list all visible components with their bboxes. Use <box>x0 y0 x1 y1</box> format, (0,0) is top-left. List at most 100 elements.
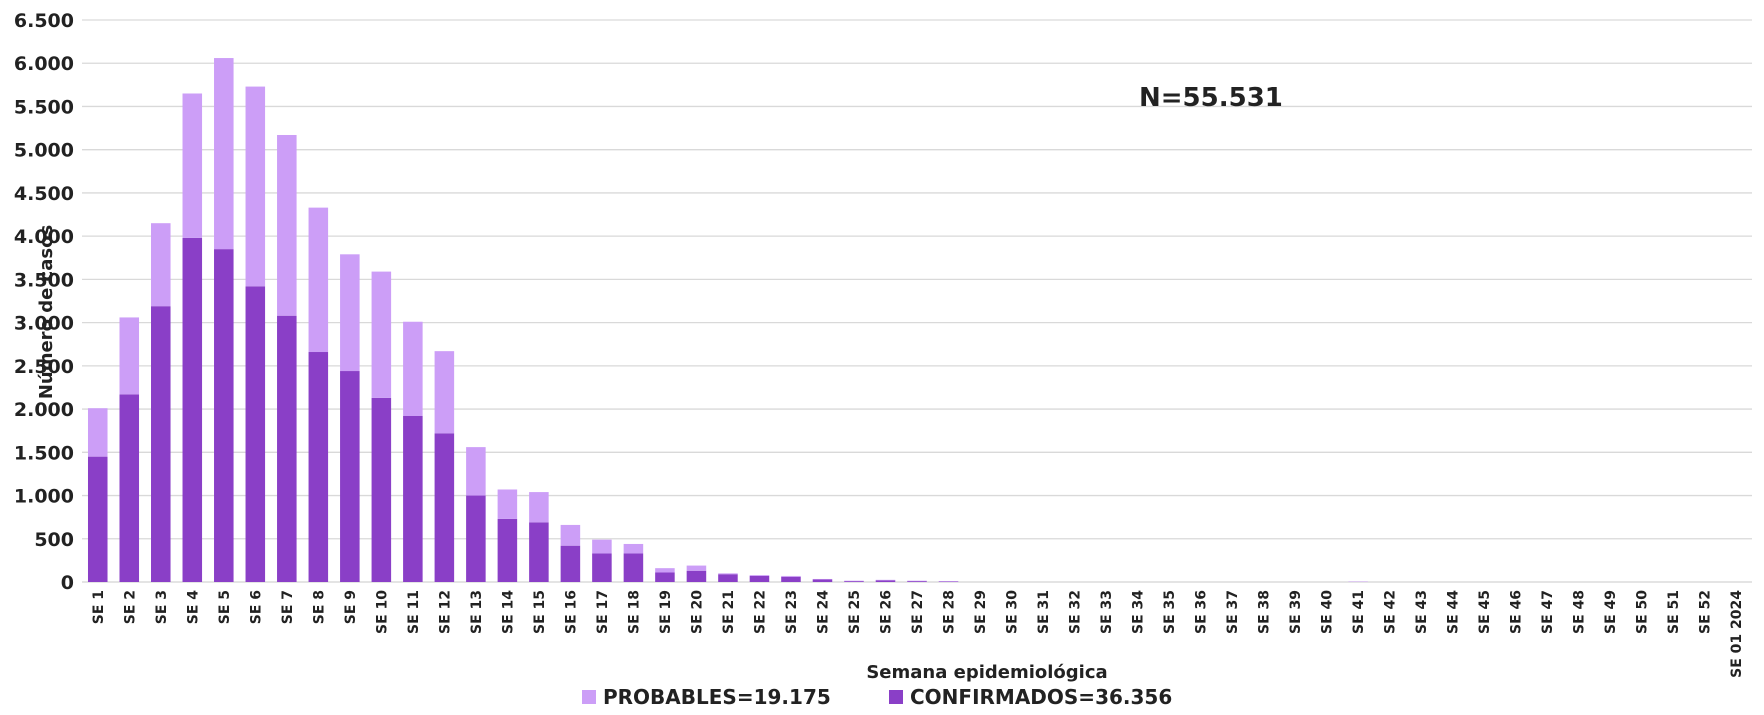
x-tick-label: SE 22 <box>752 590 768 634</box>
bar-probables <box>119 317 140 395</box>
x-tick-label: SE 25 <box>847 590 863 634</box>
bar-confirmados <box>529 522 549 582</box>
y-tick-label: 5.000 <box>14 140 74 162</box>
x-tick-label: SE 50 <box>1635 590 1651 634</box>
x-tick-label: SE 4 <box>185 590 201 625</box>
x-tick-label: SE 48 <box>1572 590 1588 634</box>
x-tick-label: SE 2 <box>122 590 138 624</box>
bar-probables <box>434 351 455 434</box>
x-tick-label: SE 16 <box>563 590 579 634</box>
bar-confirmados <box>434 433 455 582</box>
x-tick-label: SE 45 <box>1477 590 1493 634</box>
y-tick-label: 500 <box>34 529 74 551</box>
x-tick-label: SE 27 <box>910 590 926 634</box>
x-tick-label: SE 01 2024 <box>1729 590 1745 678</box>
x-tick-label: SE 5 <box>217 590 233 624</box>
bar-confirmados <box>277 315 297 582</box>
bar-confirmados <box>403 415 423 582</box>
bar-probables <box>592 539 612 554</box>
x-tick-label: SE 41 <box>1351 590 1367 634</box>
bar-confirmados <box>87 456 108 582</box>
bar-probables <box>466 447 486 496</box>
bar-confirmados <box>560 545 581 582</box>
bar-probables <box>182 93 203 238</box>
y-tick-label: 3.500 <box>14 269 74 291</box>
y-tick-label: 5.500 <box>14 96 74 118</box>
x-tick-label: SE 47 <box>1540 590 1556 634</box>
bar-probables <box>560 524 581 546</box>
bar-probables <box>781 575 801 577</box>
legend-probables-label: PROBABLES=19.175 <box>603 685 831 709</box>
legend-probables-swatch <box>582 690 596 704</box>
y-tick-label: 6.500 <box>14 10 74 32</box>
bar-confirmados <box>182 237 203 583</box>
bar-confirmados <box>340 371 360 582</box>
bar-probables <box>623 543 644 554</box>
bar-probables <box>340 254 360 372</box>
y-axis-ticks: 0 500 1.000 1.500 2.000 2.500 3.000 3.500 4.000 4… <box>14 10 74 594</box>
x-tick-label: SE 52 <box>1698 590 1714 634</box>
bar-probables <box>529 492 549 523</box>
bar-confirmados <box>655 572 675 582</box>
x-tick-label: SE 18 <box>626 590 642 634</box>
bar-probables <box>214 58 234 250</box>
x-tick-label: SE 30 <box>1005 590 1021 634</box>
x-tick-label: SE 19 <box>658 590 674 634</box>
bar-probables <box>686 565 707 571</box>
bar-confirmados <box>151 306 171 582</box>
x-tick-label: SE 37 <box>1225 590 1241 634</box>
x-tick-label: SE 8 <box>311 590 327 624</box>
bar-confirmados <box>245 286 266 582</box>
x-tick-label: SE 40 <box>1320 590 1336 634</box>
x-tick-label: SE 20 <box>689 590 705 634</box>
x-tick-label: SE 23 <box>784 590 800 634</box>
bar-probables <box>151 223 171 307</box>
bar-probables <box>308 207 329 353</box>
bar-probables <box>403 321 423 416</box>
x-tick-label: SE 3 <box>154 590 170 624</box>
bar-probables <box>749 575 770 576</box>
x-tick-label: SE 9 <box>343 590 359 624</box>
bar-confirmados <box>371 397 392 582</box>
x-tick-label: SE 12 <box>437 590 453 634</box>
x-tick-label: SE 26 <box>878 590 894 634</box>
x-tick-label: SE 39 <box>1288 590 1304 634</box>
bar-confirmados <box>875 580 896 582</box>
x-tick-label: SE 35 <box>1162 590 1178 634</box>
x-tick-label: SE 14 <box>500 590 516 634</box>
y-axis-title: Número de casos <box>36 225 57 399</box>
x-tick-label: SE 11 <box>406 590 422 634</box>
y-tick-label: 4.500 <box>14 183 74 205</box>
x-tick-label: SE 24 <box>815 590 831 634</box>
bars <box>87 58 1368 583</box>
bar-confirmados <box>214 249 234 582</box>
legend: PROBABLES=19.175 CONFIRMADOS=36.356 <box>582 685 1172 709</box>
bar-probables <box>371 271 392 398</box>
x-tick-label: SE 10 <box>374 590 390 634</box>
bar-confirmados <box>466 495 486 582</box>
bar-confirmados <box>686 570 707 582</box>
x-tick-label: SE 36 <box>1194 590 1210 634</box>
y-tick-label: 1.500 <box>14 442 74 464</box>
x-tick-label: SE 49 <box>1603 590 1619 634</box>
bar-confirmados <box>844 581 864 582</box>
y-tick-label: 3.000 <box>14 313 74 335</box>
x-tick-label: SE 7 <box>280 590 296 624</box>
x-axis-title: Semana epidemiológica <box>866 662 1107 683</box>
y-tick-label: 6.000 <box>14 53 74 75</box>
x-tick-label: SE 29 <box>973 590 989 634</box>
x-axis-ticks: SE 1 SE 2 SE 3 SE 4 SE 5 SE 6 SE 7 SE 8 SE 9 SE 1… <box>91 590 1745 678</box>
bar-confirmados <box>308 352 329 582</box>
y-tick-label: 2.500 <box>14 356 74 378</box>
x-tick-label: SE 15 <box>532 590 548 634</box>
bar-confirmados <box>907 581 927 582</box>
y-tick-label: 2.000 <box>14 399 74 421</box>
bar-confirmados <box>749 575 770 582</box>
bar-probables <box>245 86 266 287</box>
x-tick-label: SE 31 <box>1036 590 1052 634</box>
bar-confirmados <box>718 574 738 582</box>
bar-confirmados <box>781 576 801 582</box>
x-tick-label: SE 13 <box>469 590 485 634</box>
y-tick-label: 0 <box>61 572 74 594</box>
x-tick-label: SE 43 <box>1414 590 1430 634</box>
